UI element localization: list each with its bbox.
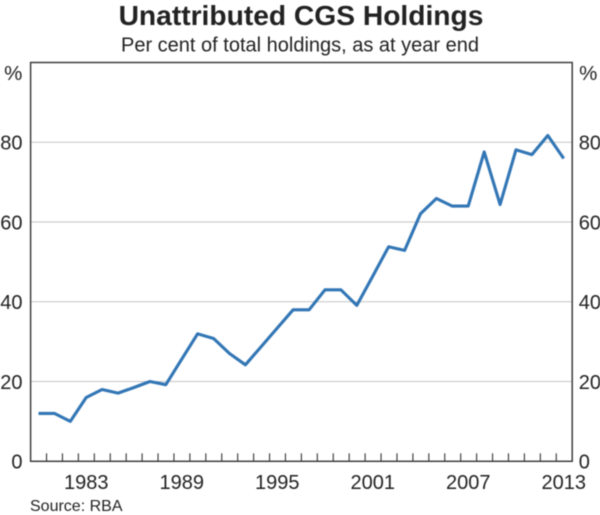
svg-text:Unattributed CGS Holdings: Unattributed CGS Holdings: [119, 0, 484, 31]
svg-text:2013: 2013: [542, 472, 587, 494]
svg-text:1995: 1995: [255, 472, 300, 494]
svg-text:%: %: [4, 62, 22, 85]
svg-text:40: 40: [579, 292, 600, 314]
svg-text:80: 80: [0, 133, 22, 155]
svg-text:%: %: [579, 62, 597, 85]
svg-text:20: 20: [0, 372, 22, 394]
svg-text:1983: 1983: [64, 472, 109, 494]
svg-text:80: 80: [579, 133, 600, 155]
svg-text:2001: 2001: [351, 472, 396, 494]
svg-text:Source: RBA: Source: RBA: [30, 498, 123, 515]
svg-text:40: 40: [0, 292, 22, 314]
svg-text:60: 60: [0, 212, 22, 234]
svg-text:2007: 2007: [446, 472, 491, 494]
svg-text:60: 60: [579, 212, 600, 234]
svg-text:1989: 1989: [160, 472, 205, 494]
svg-text:20: 20: [579, 372, 600, 394]
svg-text:Per cent of total holdings, as: Per cent of total holdings, as at year e…: [121, 35, 479, 57]
svg-text:0: 0: [579, 451, 590, 473]
svg-text:0: 0: [11, 451, 22, 473]
